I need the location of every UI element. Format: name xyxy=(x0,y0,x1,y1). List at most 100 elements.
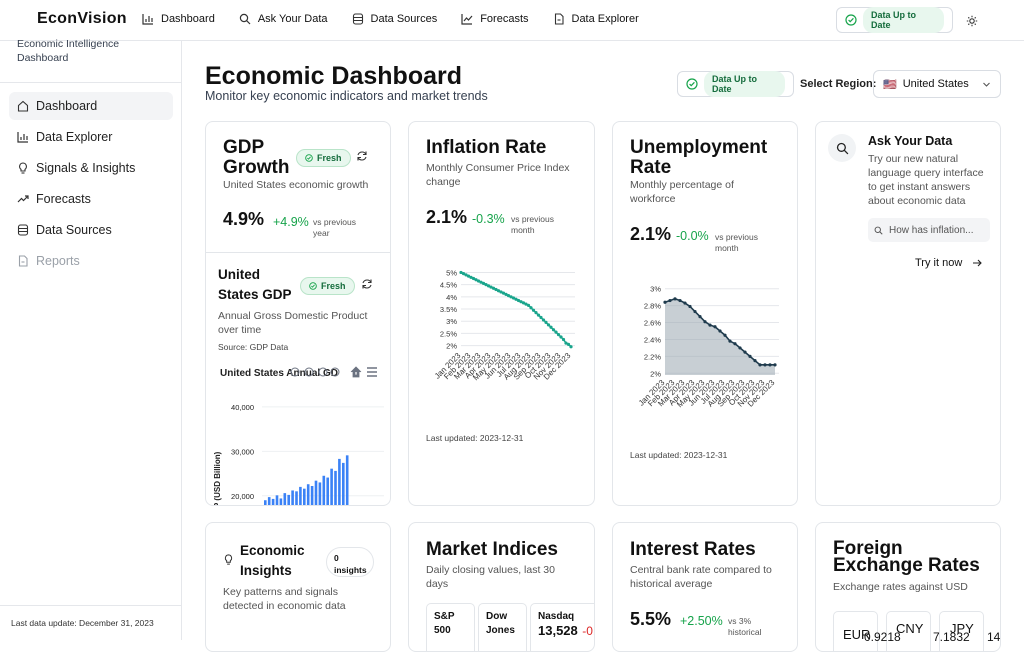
unemployment-change: -0.0% xyxy=(676,229,709,243)
y-tick-label: 3% xyxy=(650,285,661,294)
data-point xyxy=(773,363,777,367)
y-tick-label: 5% xyxy=(446,268,457,277)
data-point xyxy=(561,337,566,342)
region-select[interactable]: 🇺🇸 United States xyxy=(873,70,1001,98)
inflation-value: 2.1% xyxy=(426,207,468,227)
gdp-bar xyxy=(306,484,310,505)
gdp-bar xyxy=(267,497,271,505)
zoom-out-icon xyxy=(304,367,314,377)
fx-tile-jpy[interactable] xyxy=(939,611,984,651)
last-updated: Last updated: 2023-12-31 xyxy=(630,450,728,460)
index-tile-nasdaq[interactable]: Nasdaq 13,528 -0.88% xyxy=(530,603,594,651)
gdp-bar xyxy=(322,475,326,505)
card-title: Unemployment Rate xyxy=(630,137,768,178)
nav-ask-your-data[interactable]: Ask Your Data xyxy=(229,6,338,32)
data-point xyxy=(698,315,702,319)
line-chart-icon xyxy=(461,13,473,25)
card-subtitle: Daily closing values, last 30 days xyxy=(426,564,555,590)
nav-label: Forecasts xyxy=(480,13,529,25)
card-subtitle: Exchange rates against USD xyxy=(833,581,968,593)
data-point xyxy=(469,275,473,279)
refresh-icon[interactable] xyxy=(356,150,368,162)
card-title: Economic Insights xyxy=(240,543,305,578)
detail-source: Source: GDP Data xyxy=(218,342,289,352)
data-point xyxy=(559,335,563,339)
data-point xyxy=(673,297,677,301)
fx-code: EUR xyxy=(843,627,871,642)
insights-count-badge: 0 insights xyxy=(326,547,374,577)
card-title: Inflation Rate xyxy=(426,137,547,158)
data-point xyxy=(733,342,737,346)
last-update-footer: Last data update: December 31, 2023 xyxy=(0,605,181,628)
card-subtitle: Monthly Consumer Price Index change xyxy=(426,162,570,188)
card-title: GDP Growth xyxy=(223,137,290,178)
menu-icon xyxy=(367,367,377,377)
sidebar-item-reports[interactable]: Reports xyxy=(9,247,173,275)
sidebar-item-forecasts[interactable]: Forecasts xyxy=(9,185,173,213)
nav-forecasts[interactable]: Forecasts xyxy=(451,6,538,32)
sidebar-item-data-sources[interactable]: Data Sources xyxy=(9,216,173,244)
ask-your-data-card: Ask Your Data Try our new natural langua… xyxy=(815,121,1001,506)
trend-icon xyxy=(17,193,29,205)
nav-data-explorer[interactable]: Data Explorer xyxy=(543,6,649,32)
economic-insights-card: Economic Insights 0 insights Key pattern… xyxy=(205,522,391,652)
gdp-bar xyxy=(318,482,322,505)
fresh-badge: Fresh xyxy=(296,149,351,167)
data-point xyxy=(529,306,533,310)
sidebar-item-signals[interactable]: Signals & Insights xyxy=(9,154,173,182)
vs-label: vs previous month xyxy=(511,214,554,235)
nav-label: Dashboard xyxy=(161,13,215,25)
data-point xyxy=(511,296,516,300)
data-point xyxy=(499,290,503,294)
gdp-detail-panel: United States GDP Fresh Annual Gross Dom… xyxy=(206,252,390,505)
fx-rate: 146.8 xyxy=(987,630,1001,644)
gdp-bar xyxy=(326,477,329,505)
gdp-bar xyxy=(291,490,294,505)
nav-dashboard[interactable]: Dashboard xyxy=(132,6,225,32)
card-text: Try our new natural language query inter… xyxy=(868,153,984,207)
data-point xyxy=(524,302,528,306)
fx-tile-eur[interactable] xyxy=(833,611,878,651)
data-point xyxy=(748,354,752,358)
data-point xyxy=(758,363,762,367)
index-tile-sp500[interactable]: S&P 500 xyxy=(426,603,475,651)
data-point xyxy=(541,318,546,322)
brand-logo[interactable]: EconVision xyxy=(37,10,127,27)
status-badge: Data Up to Date xyxy=(863,7,944,33)
data-point xyxy=(526,303,531,307)
data-point xyxy=(501,291,506,295)
sidebar-item-data-explorer[interactable]: Data Explorer xyxy=(9,123,173,151)
query-input[interactable]: How has inflation... xyxy=(868,218,990,242)
y-tick-label: 40,000 xyxy=(231,403,254,412)
index-tile-dow-jones[interactable]: Dow Jones xyxy=(478,603,527,651)
gdp-change: +4.9% xyxy=(273,215,309,229)
sidebar: Economic Intelligence Dashboard Dashboar… xyxy=(0,38,182,640)
gdp-card: GDP Growth Fresh United States economic … xyxy=(205,121,391,506)
region-value: United States xyxy=(902,78,969,90)
data-point xyxy=(539,315,543,320)
area-fill xyxy=(665,298,775,375)
try-it-now-button[interactable]: Try it now xyxy=(915,257,983,269)
sidebar-item-label: Data Explorer xyxy=(36,130,113,144)
data-point xyxy=(554,330,558,334)
data-point xyxy=(481,281,486,286)
data-point xyxy=(546,323,551,327)
database-icon xyxy=(17,224,29,236)
nav-label: Data Explorer xyxy=(571,13,639,25)
data-point xyxy=(763,363,767,367)
sun-icon[interactable] xyxy=(963,12,981,30)
fx-tile-cny[interactable] xyxy=(886,611,931,651)
gdp-bar xyxy=(271,498,275,505)
fresh-badge: Fresh xyxy=(300,277,355,295)
data-point xyxy=(668,298,672,303)
sidebar-item-dashboard[interactable]: Dashboard xyxy=(9,92,173,120)
rate-value: 5.5% xyxy=(630,609,672,629)
card-subtitle: Central bank rate compared to historical… xyxy=(630,564,772,590)
rate-change: +2.50% xyxy=(680,614,723,628)
lightbulb-icon xyxy=(17,162,29,174)
nav-data-sources[interactable]: Data Sources xyxy=(342,6,448,32)
home-icon xyxy=(17,100,29,112)
refresh-icon[interactable] xyxy=(361,278,373,290)
interest-rates-card: Interest Rates Central bank rate compare… xyxy=(612,522,798,652)
